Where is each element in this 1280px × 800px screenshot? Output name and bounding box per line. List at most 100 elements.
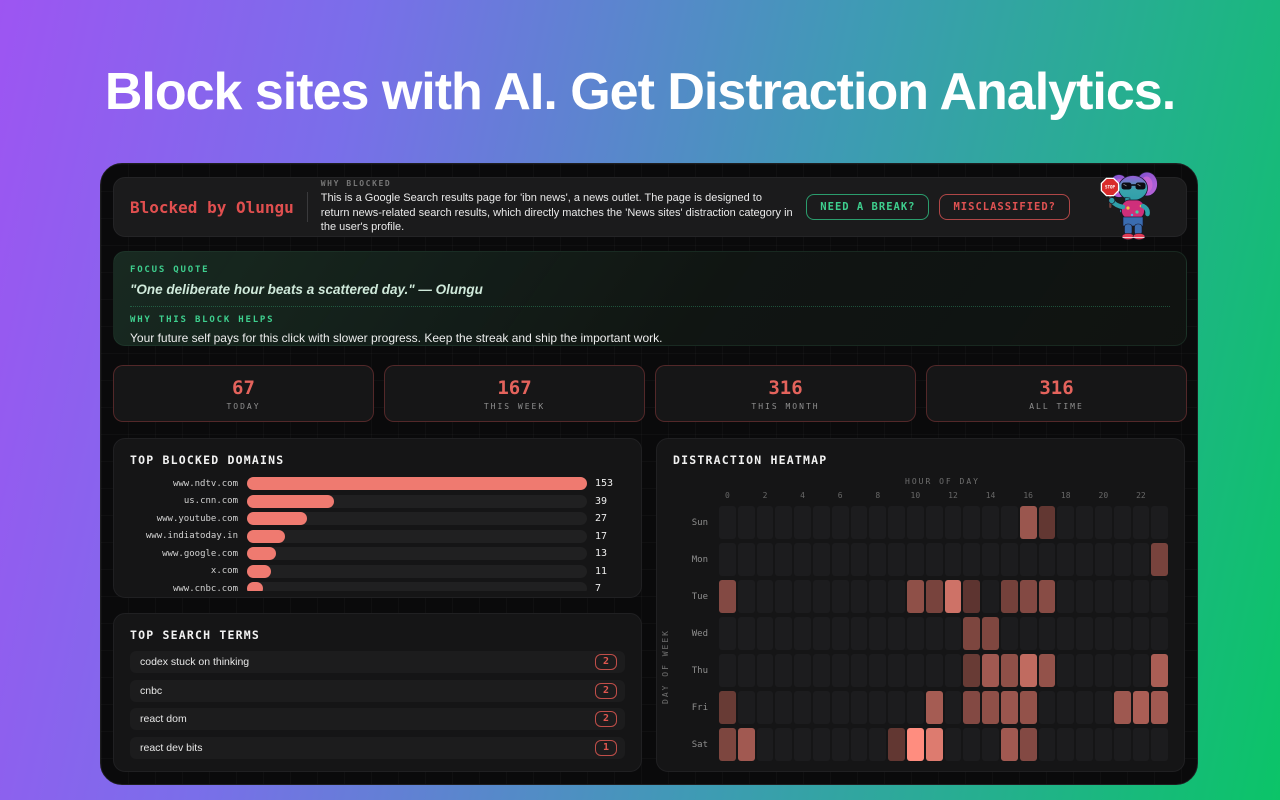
- sunglasses-icon: [1121, 182, 1146, 190]
- heatmap-cell: [1038, 691, 1056, 724]
- search-term-row[interactable]: react dom 2: [130, 708, 625, 730]
- heatmap-hour-tick: [926, 491, 943, 500]
- heatmap-cell: [850, 580, 868, 613]
- heatmap-hour-tick: 6: [837, 491, 843, 500]
- domain-label: us.cnn.com: [183, 496, 238, 506]
- heatmap-row: Mon: [673, 543, 1169, 576]
- heatmap-cell: [794, 691, 811, 724]
- heatmap-cell: [1094, 691, 1112, 724]
- stat-label: TODAY: [226, 401, 261, 411]
- heatmap-cell: [906, 654, 924, 687]
- heatmap-row: Tue: [673, 580, 1169, 613]
- heatmap-cell: [794, 728, 811, 761]
- domain-label: www.ndtv.com: [172, 478, 238, 489]
- search-term-row[interactable]: codex stuck on thinking 2: [130, 651, 625, 673]
- domain-label: www.youtube.com: [156, 513, 238, 524]
- heatmap-cell: [1151, 728, 1169, 761]
- heatmap-cell: [756, 691, 774, 724]
- heatmap-cell: [1057, 506, 1075, 539]
- domain-bar-fill: [247, 494, 334, 508]
- heatmap-hour-tick: 4: [800, 491, 805, 500]
- heatmap-cell: [775, 728, 793, 761]
- heatmap-cell: [737, 691, 755, 724]
- heatmap-day-label: Thu: [691, 665, 708, 676]
- heatmap-cell: [963, 580, 981, 613]
- heatmap-hour-tick: 0: [724, 491, 730, 500]
- need-a-break-button[interactable]: NEED A BREAK?: [806, 194, 930, 220]
- heatmap-cell: [1057, 654, 1075, 687]
- heatmap-cell: [1000, 580, 1018, 613]
- heatmap-cell: [944, 506, 962, 539]
- domain-bar-track: [247, 477, 587, 490]
- misclassified-button[interactable]: MISCLASSIFIED?: [939, 194, 1070, 220]
- heatmap-cell: [775, 691, 793, 724]
- elephant-arm-right: [1140, 203, 1150, 217]
- heatmap-hour-tick: 20: [1098, 491, 1109, 500]
- search-term-row[interactable]: cnbc 2: [130, 679, 625, 702]
- heatmap-cell: [812, 506, 830, 539]
- heatmap-cell: [850, 543, 868, 576]
- stat-card: 167 THIS WEEK: [384, 365, 645, 422]
- heatmap-cell: [925, 580, 943, 613]
- heatmap-cell: [1113, 543, 1131, 576]
- heatmap-cell: [1038, 543, 1056, 576]
- heatmap-cell: [794, 580, 811, 613]
- heatmap-hour-tick: [1114, 491, 1131, 500]
- heatmap-cell: [812, 580, 830, 613]
- heatmap-cell: [1000, 506, 1018, 539]
- domain-row: www.ndtv.com 153: [130, 477, 625, 490]
- heatmap-cell: [1113, 580, 1131, 613]
- search-term-label: codex stuck on thinking: [140, 656, 250, 668]
- heatmap-yaxis-label: DAY OF WEEK: [661, 629, 670, 704]
- heatmap-cell: [1019, 543, 1037, 576]
- heatmap-cell: [1113, 691, 1131, 724]
- domain-row: www.youtube.com 27: [130, 512, 625, 525]
- heatmap-cell: [850, 691, 868, 724]
- search-terms-rows: codex stuck on thinking 2 cnbc 2 react dom 2 r…: [130, 651, 625, 759]
- heatmap-cell: [982, 728, 999, 761]
- heatmap-cell: [794, 617, 811, 650]
- heatmap-cell: [756, 580, 774, 613]
- heatmap-cell: [1019, 506, 1037, 539]
- heatmap-hour-tick: [1076, 491, 1093, 500]
- stat-card: 316 ALL TIME: [926, 365, 1187, 422]
- heatmap-cell: [794, 654, 811, 687]
- heatmap-hour-tick: [813, 491, 830, 500]
- heatmap-cell: [1019, 691, 1037, 724]
- heatmap-cell: [831, 617, 849, 650]
- heatmap-cell: [831, 728, 849, 761]
- heatmap-cell: [944, 617, 962, 650]
- heatmap-cell: [756, 654, 774, 687]
- heatmap-cell: [719, 543, 736, 576]
- heatmap-cell: [1094, 617, 1112, 650]
- heatmap-cell: [982, 654, 999, 687]
- search-term-row[interactable]: react dev bits 1: [130, 736, 625, 759]
- heatmap-cell: [1132, 617, 1150, 650]
- search-term-count-badge: 1: [594, 739, 617, 756]
- brand-title: Blocked by Olungu: [130, 197, 294, 217]
- heatmap-cell: [1000, 543, 1018, 576]
- heatmap-cell: [1019, 728, 1037, 761]
- heatmap-cell: [1132, 691, 1150, 724]
- heatmap-cell: [1038, 580, 1056, 613]
- heatmap-cell: [888, 728, 905, 761]
- stat-card: 316 THIS MONTH: [655, 365, 916, 422]
- heatmap-cell: [1094, 728, 1112, 761]
- heatmap-cell: [1132, 506, 1150, 539]
- domain-bar-fill: [247, 564, 272, 578]
- domain-bar-track: [247, 512, 587, 525]
- heatmap-cell: [775, 617, 793, 650]
- heatmap-cell: [737, 543, 755, 576]
- heatmap-cell: [982, 617, 999, 650]
- heatmap-hour-tick: [1039, 491, 1056, 500]
- quote-divider: [130, 306, 1170, 307]
- heatmap-row: Thu: [673, 654, 1169, 687]
- heatmap-cell: [812, 617, 830, 650]
- heatmap-day-label: Wed: [691, 628, 708, 639]
- domain-label: www.indiatoday.in: [145, 531, 238, 541]
- heatmap-cell: [737, 654, 755, 687]
- heatmap-cell: [888, 506, 905, 539]
- domain-value: 11: [595, 565, 608, 577]
- domain-value: 39: [595, 495, 608, 507]
- heatmap-cell: [906, 506, 924, 539]
